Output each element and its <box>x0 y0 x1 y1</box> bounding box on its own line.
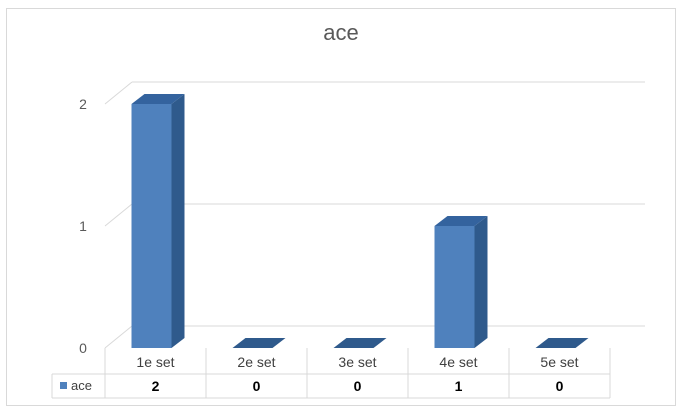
bar-top <box>535 338 589 348</box>
bar-side <box>171 94 185 348</box>
gridline-side <box>104 81 133 105</box>
y-tick-label: 1 <box>79 218 87 234</box>
gridline-side <box>104 203 133 227</box>
bar-front <box>131 104 172 348</box>
bar-top <box>333 338 387 348</box>
bar-top <box>434 216 488 226</box>
data-table-value: 0 <box>556 378 564 394</box>
legend-swatch <box>60 382 67 389</box>
category-label: 5e set <box>540 354 578 370</box>
category-label: 4e set <box>439 354 477 370</box>
chart-title: ace <box>323 20 359 45</box>
gridline-side <box>104 325 133 349</box>
category-label: 1e set <box>136 354 174 370</box>
category-label: 2e set <box>237 354 275 370</box>
y-tick-label: 2 <box>79 96 87 112</box>
bar-top <box>131 94 185 104</box>
legend-label: ace <box>71 378 92 393</box>
bar-top <box>232 338 286 348</box>
data-table-value: 2 <box>152 378 160 394</box>
y-tick-label: 0 <box>79 340 87 356</box>
category-label: 3e set <box>338 354 376 370</box>
data-table-value: 0 <box>354 378 362 394</box>
bar-side <box>474 216 488 348</box>
data-table-value: 0 <box>253 378 261 394</box>
data-table-value: 1 <box>455 378 463 394</box>
bar-front <box>434 226 475 348</box>
